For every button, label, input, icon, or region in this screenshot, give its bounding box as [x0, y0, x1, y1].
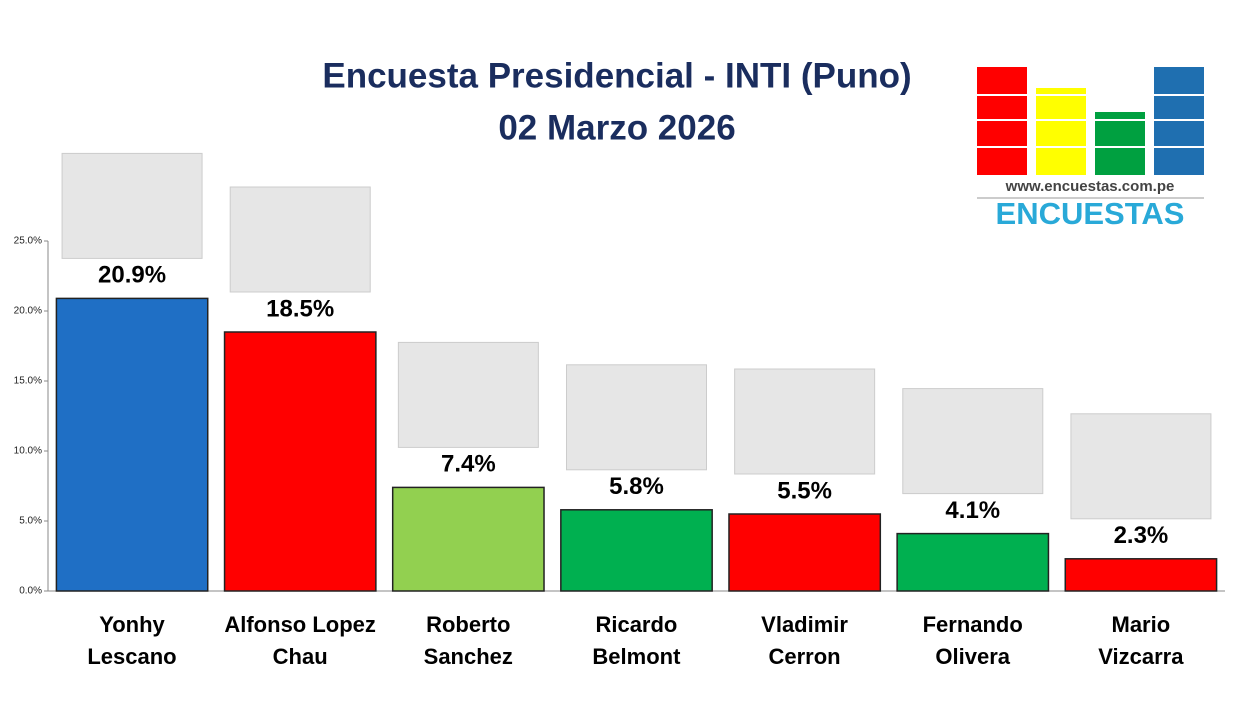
candidate-photo [61, 152, 203, 259]
x-tick-label: Fernando Olivera [922, 612, 1023, 669]
x-tick-label: Roberto Sanchez [423, 612, 513, 669]
candidate-photo [229, 186, 371, 293]
value-label: 4.1% [945, 497, 1000, 524]
value-label: 7.4% [441, 451, 496, 478]
bar [560, 509, 713, 592]
logo-name: ENCUESTAS [996, 196, 1185, 231]
logo: www.encuestas.com.pe ENCUESTAS [977, 67, 1204, 231]
y-tick-label: 0.0% [19, 586, 42, 597]
value-label: 18.5% [266, 295, 334, 322]
candidate-photo [1070, 413, 1212, 520]
candidate-photo [566, 364, 707, 471]
candidate-photo [734, 368, 876, 475]
y-tick-label: 25.0% [14, 236, 42, 247]
bar [896, 532, 1050, 592]
value-label: 5.8% [609, 473, 664, 500]
x-tick-label: Ricardo Belmont [592, 612, 681, 669]
candidate-photo [902, 388, 1044, 495]
bar [1064, 558, 1218, 592]
x-tick-label: Mario Vizcarra [1098, 612, 1184, 669]
logo-url: www.encuestas.com.pe [1005, 178, 1175, 195]
bar [728, 513, 882, 592]
y-tick-label: 10.0% [14, 446, 42, 457]
chart-subtitle: 02 Marzo 2026 [498, 108, 735, 147]
value-label: 2.3% [1114, 522, 1169, 549]
bar [223, 331, 377, 592]
value-label: 20.9% [98, 262, 166, 289]
candidate-photo [397, 341, 539, 448]
bar [55, 297, 209, 592]
y-tick-label: 20.0% [14, 306, 42, 317]
y-tick-label: 15.0% [14, 376, 42, 387]
bar [391, 486, 545, 592]
x-tick-label: Yonhy Lescano [87, 612, 177, 669]
x-tick-label: Alfonso Lopez Chau [224, 612, 376, 669]
chart-title: Encuesta Presidencial - INTI (Puno) [322, 56, 911, 95]
logo-bar [1095, 112, 1145, 175]
x-tick-label: Vladimir Cerron [761, 612, 848, 669]
logo-bar [1036, 88, 1086, 175]
value-label: 5.5% [777, 477, 832, 504]
logo-stripes [977, 94, 1204, 148]
y-tick-label: 5.0% [19, 516, 42, 527]
